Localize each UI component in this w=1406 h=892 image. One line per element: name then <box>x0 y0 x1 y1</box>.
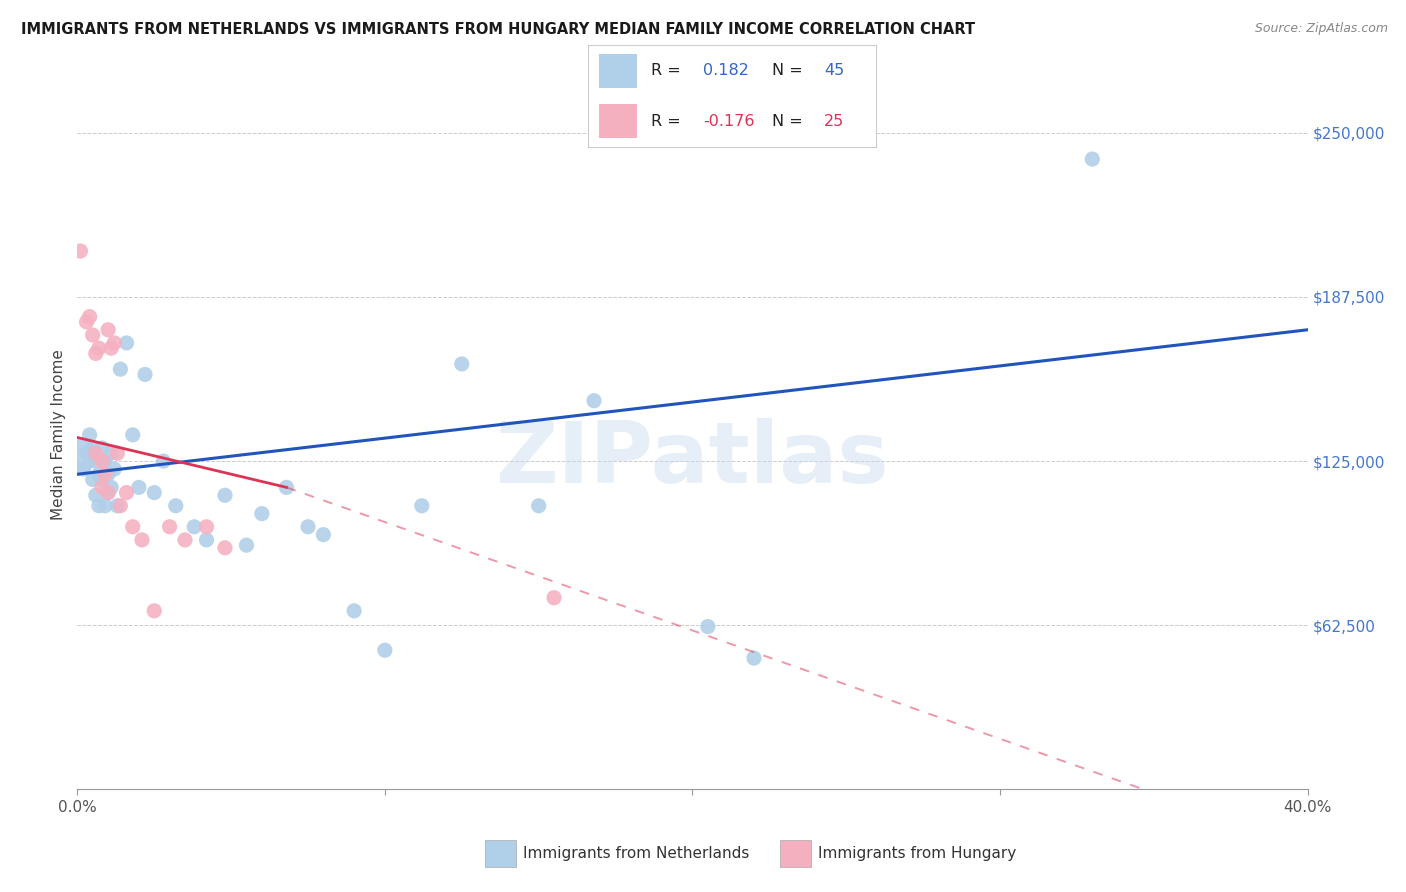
Point <box>94 467 117 482</box>
Point <box>94 499 117 513</box>
Text: R =: R = <box>651 113 686 128</box>
Point <box>374 643 396 657</box>
Point <box>76 446 98 460</box>
Point <box>411 499 433 513</box>
Point <box>343 604 366 618</box>
Point <box>143 604 166 618</box>
Point <box>583 393 606 408</box>
Text: Immigrants from Hungary: Immigrants from Hungary <box>818 847 1017 861</box>
Point <box>69 244 91 258</box>
Point <box>97 485 120 500</box>
Point <box>87 341 110 355</box>
Point <box>79 310 101 324</box>
Point <box>134 368 156 382</box>
Text: 45: 45 <box>824 63 845 78</box>
Text: -0.176: -0.176 <box>703 113 755 128</box>
Text: Source: ZipAtlas.com: Source: ZipAtlas.com <box>1254 22 1388 36</box>
Point <box>87 499 110 513</box>
Point <box>103 335 125 350</box>
Point <box>183 520 205 534</box>
Point <box>82 473 104 487</box>
Point <box>84 454 107 468</box>
Point <box>82 328 104 343</box>
Point <box>742 651 765 665</box>
Point <box>110 362 132 376</box>
Point <box>131 533 153 547</box>
Point <box>527 499 550 513</box>
Point <box>235 538 257 552</box>
Point <box>214 541 236 555</box>
Point <box>115 335 138 350</box>
Point <box>276 480 298 494</box>
Point <box>297 520 319 534</box>
Point <box>90 480 114 494</box>
Point <box>105 446 128 460</box>
Text: N =: N = <box>772 113 808 128</box>
Point <box>121 428 143 442</box>
Point <box>94 454 117 468</box>
Point <box>69 449 91 463</box>
Point <box>76 315 98 329</box>
Point <box>100 341 122 355</box>
Point <box>87 467 110 482</box>
Point <box>97 467 120 482</box>
Point <box>696 619 718 633</box>
Point <box>100 446 122 460</box>
Text: Immigrants from Netherlands: Immigrants from Netherlands <box>523 847 749 861</box>
Point <box>100 480 122 494</box>
Point <box>82 441 104 455</box>
Text: ZIPatlas: ZIPatlas <box>495 418 890 501</box>
Point <box>72 462 94 476</box>
FancyBboxPatch shape <box>599 54 637 87</box>
Point <box>195 520 218 534</box>
Text: N =: N = <box>772 63 808 78</box>
Point <box>97 323 120 337</box>
Point <box>143 485 166 500</box>
Point <box>1081 152 1104 166</box>
Point <box>90 473 114 487</box>
Point <box>159 520 181 534</box>
Point <box>450 357 472 371</box>
Point <box>152 454 174 468</box>
Point <box>90 441 114 455</box>
Point <box>103 462 125 476</box>
Point <box>128 480 150 494</box>
Text: 0.182: 0.182 <box>703 63 749 78</box>
Point <box>543 591 565 605</box>
Text: 25: 25 <box>824 113 845 128</box>
Point <box>97 485 120 500</box>
Point <box>121 520 143 534</box>
Y-axis label: Median Family Income: Median Family Income <box>51 350 66 520</box>
Point <box>214 488 236 502</box>
Point <box>90 454 114 468</box>
Point <box>115 485 138 500</box>
Point <box>312 527 335 541</box>
FancyBboxPatch shape <box>599 104 637 138</box>
Text: IMMIGRANTS FROM NETHERLANDS VS IMMIGRANTS FROM HUNGARY MEDIAN FAMILY INCOME CORR: IMMIGRANTS FROM NETHERLANDS VS IMMIGRANT… <box>21 22 976 37</box>
Point <box>250 507 273 521</box>
Point <box>84 488 107 502</box>
Point <box>79 428 101 442</box>
Point <box>105 499 128 513</box>
Text: R =: R = <box>651 63 686 78</box>
Point <box>84 446 107 460</box>
Point <box>174 533 197 547</box>
Point <box>84 346 107 360</box>
Point <box>110 499 132 513</box>
Point <box>165 499 187 513</box>
Point <box>195 533 218 547</box>
